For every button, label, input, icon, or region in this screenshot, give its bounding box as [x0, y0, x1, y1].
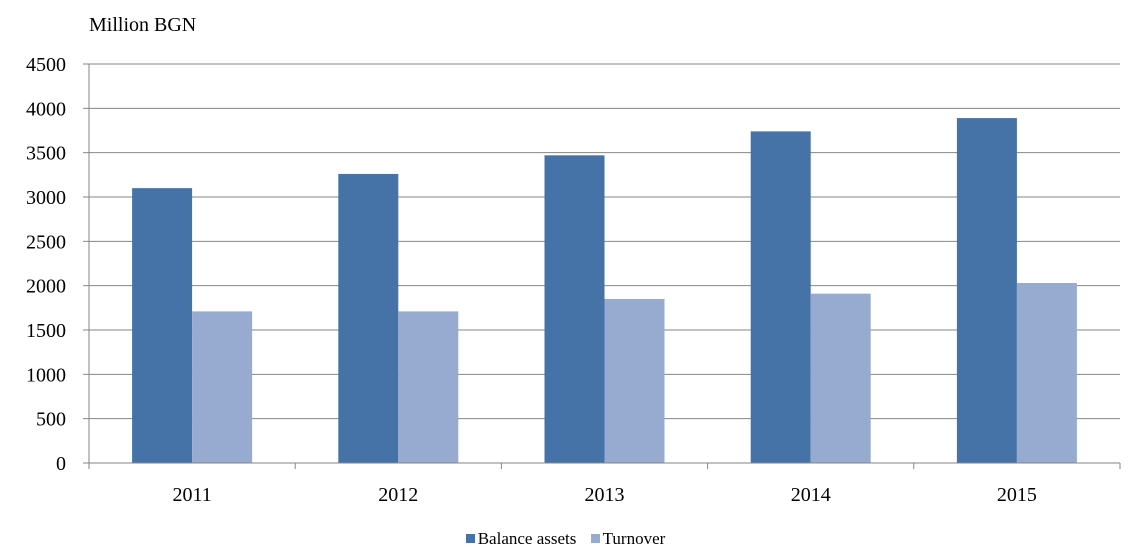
y-tick-label-1000: 1000 [26, 364, 66, 386]
bar-turnover-2013 [604, 298, 665, 463]
x-tick-labels: 2011 2012 2013 2014 2015 [172, 484, 1036, 506]
bar-balance-assets-2014 [750, 131, 811, 464]
bar-balance-assets-2013 [544, 155, 605, 463]
bar-turnover-2014 [810, 293, 871, 463]
y-axis-unit-label: Million BGN [89, 14, 197, 36]
legend-label-balance-assets: Balance assets [477, 528, 577, 548]
legend-item-turnover: Turnover [590, 528, 666, 549]
axes [88, 64, 1121, 469]
y-tick-label-2500: 2500 [26, 231, 66, 253]
legend-item-balance-assets: Balance assets [465, 528, 577, 549]
y-tick-label-2000: 2000 [26, 276, 66, 298]
x-tick-label-2015: 2015 [997, 484, 1037, 506]
bar-turnover-2011 [192, 311, 253, 463]
y-tick-label-3500: 3500 [26, 143, 66, 165]
bar-chart: 0 500 1000 1500 2000 2500 3000 3500 4000 4500 201… [26, 54, 1121, 506]
y-tick-label-3000: 3000 [26, 187, 66, 209]
bar-turnover-2015 [1016, 283, 1077, 463]
y-tick-label-1500: 1500 [26, 320, 66, 342]
bar-balance-assets-2012 [338, 173, 399, 464]
y-tick-label-4500: 4500 [26, 54, 66, 76]
x-tick-label-2011: 2011 [172, 484, 211, 506]
bar-turnover-2012 [398, 311, 459, 463]
legend-label-turnover: Turnover [602, 528, 666, 548]
x-tick-label-2013: 2013 [585, 484, 625, 506]
legend-swatch-balance-assets [465, 534, 475, 543]
y-tick-label-4000: 4000 [26, 98, 66, 120]
legend: Balance assets Turnover [0, 528, 1131, 549]
y-tick-label-0: 0 [56, 453, 66, 475]
legend-swatch-turnover [590, 534, 600, 543]
bars [132, 118, 1077, 464]
bar-balance-assets-2011 [132, 188, 193, 463]
x-tick-label-2012: 2012 [378, 484, 418, 506]
x-tick-label-2014: 2014 [791, 484, 831, 506]
y-tick-labels: 0 500 1000 1500 2000 2500 3000 3500 4000 4500 [26, 54, 66, 475]
bar-balance-assets-2015 [956, 118, 1017, 463]
y-tick-label-500: 500 [36, 409, 66, 431]
